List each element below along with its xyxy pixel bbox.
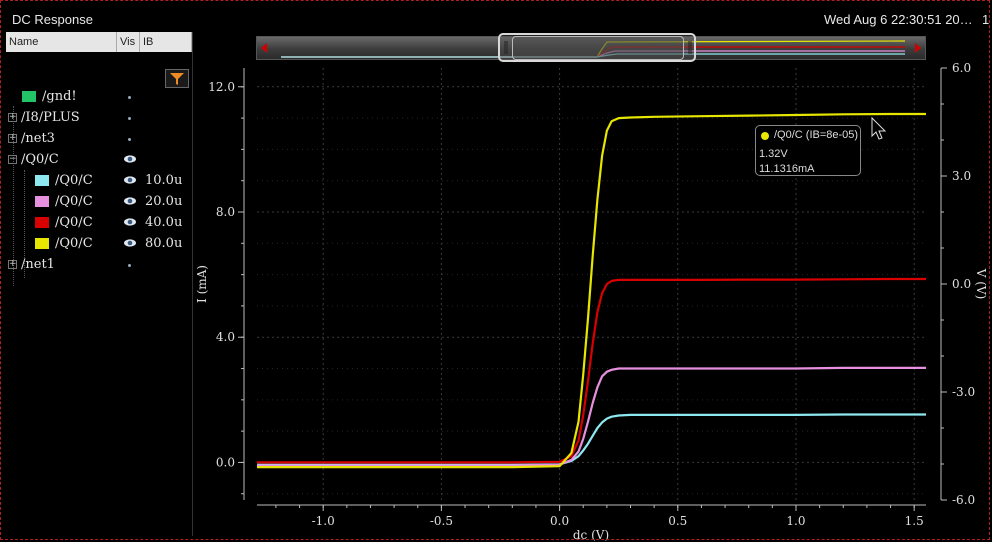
y-tick-label: 12.0 [208,80,235,94]
x-tick-label: 0.0 [550,514,569,528]
overview-plot [261,40,921,58]
visibility-eye-icon[interactable] [123,237,137,249]
y2-tick-label: 0.0 [952,277,971,291]
signal-row[interactable]: /Q0/C 80.0u [6,234,192,255]
filter-icon [170,73,184,85]
y2-axis-label: V (V) [974,268,988,300]
tooltip-series-dot [761,132,769,140]
visibility-dot-icon[interactable] [128,117,131,120]
series-line-3 [257,277,926,464]
color-swatch [22,91,36,102]
y-tick-label: 4.0 [216,330,235,344]
datetime-extra-label: 1 [982,12,990,27]
y2-tick-label: -3.0 [952,385,975,399]
ib-value: 80.0u [145,236,183,251]
y-tick-label: 0.0 [216,455,235,469]
color-swatch [35,196,49,207]
ib-value: 40.0u [145,215,183,230]
collapse-icon[interactable]: − [8,154,17,164]
signal-label: /I8/PLUS [21,110,80,125]
visibility-eye-icon[interactable] [123,195,137,207]
x-tick-label: -1.0 [312,514,335,528]
signal-label: /net1 [21,257,55,272]
tree-guide [13,106,14,286]
x-tick-label: 1.5 [905,514,924,528]
overview-zoom-window[interactable] [498,33,696,62]
datetime-label: Wed Aug 6 22:30:51 20… [824,12,973,27]
y2-tick-label: -6.0 [952,493,975,507]
x-tick-label: -0.5 [430,514,453,528]
column-name-header[interactable]: Name [6,32,117,52]
color-swatch [35,175,49,186]
x-tick-label: 1.0 [786,514,805,528]
y-axis-label: I (mA) [195,265,209,303]
tooltip-current: 11.1316mA [759,163,815,175]
scroll-left-icon [261,43,267,53]
signal-row[interactable]: /gnd! [6,87,192,108]
visibility-dot-icon[interactable] [128,264,131,267]
signal-row[interactable]: /Q0/C 40.0u [6,213,192,234]
expand-icon[interactable]: + [8,112,17,122]
tree-guide-child [24,170,25,278]
scroll-right-icon [915,43,921,53]
marker-tooltip: /Q0/C (IB=8e-05) 1.32V 11.1316mA [755,125,861,176]
window-title: DC Response [12,12,93,27]
overview-zoom-inner[interactable] [512,36,684,60]
signal-label: /net3 [21,131,55,146]
x-axis-label: dc (V) [573,528,609,542]
visibility-dot-icon[interactable] [128,138,131,141]
series-line-4 [257,112,926,469]
series-line-1 [257,413,926,466]
visibility-dot-icon[interactable] [128,96,131,99]
signal-label: /Q0/C [55,194,93,209]
y2-tick-label: 3.0 [952,169,971,183]
signal-label: /gnd! [42,89,77,104]
signal-browser: Name Vis IB /gnd! +/I8/PLUS +/net3−/Q0/C/Q… [6,32,193,536]
series-line-2 [257,366,926,467]
filter-button[interactable] [165,69,189,88]
ib-value: 10.0u [145,173,183,188]
tooltip-title: /Q0/C (IB=8e-05) [774,129,859,141]
signal-row[interactable]: + /net3 [6,129,192,150]
expand-icon[interactable]: + [8,133,17,143]
color-swatch [35,217,49,228]
column-ib-header[interactable]: IB [140,32,192,52]
visibility-eye-icon[interactable] [123,153,137,165]
signal-row[interactable]: + /net1 [6,255,192,276]
ib-value: 20.0u [145,194,183,209]
signal-row[interactable]: + /I8/PLUS [6,108,192,129]
color-swatch [35,238,49,249]
column-vis-header[interactable]: Vis [117,32,140,52]
signal-label: /Q0/C [55,236,93,251]
y-tick-label: 8.0 [216,205,235,219]
signal-label: /Q0/C [55,173,93,188]
x-tick-label: 0.5 [668,514,687,528]
tooltip-voltage: 1.32V [759,148,788,160]
visibility-eye-icon[interactable] [123,174,137,186]
signal-row[interactable]: /Q0/C 10.0u [6,171,192,192]
y2-tick-label: 6.0 [952,61,971,75]
browser-header: Name Vis IB [6,32,192,52]
expand-icon[interactable]: + [8,259,17,269]
visibility-eye-icon[interactable] [123,216,137,228]
signal-label: /Q0/C [55,215,93,230]
signal-label: /Q0/C [21,152,59,167]
signal-row[interactable]: −/Q0/C [6,150,192,171]
signal-row[interactable]: /Q0/C 20.0u [6,192,192,213]
